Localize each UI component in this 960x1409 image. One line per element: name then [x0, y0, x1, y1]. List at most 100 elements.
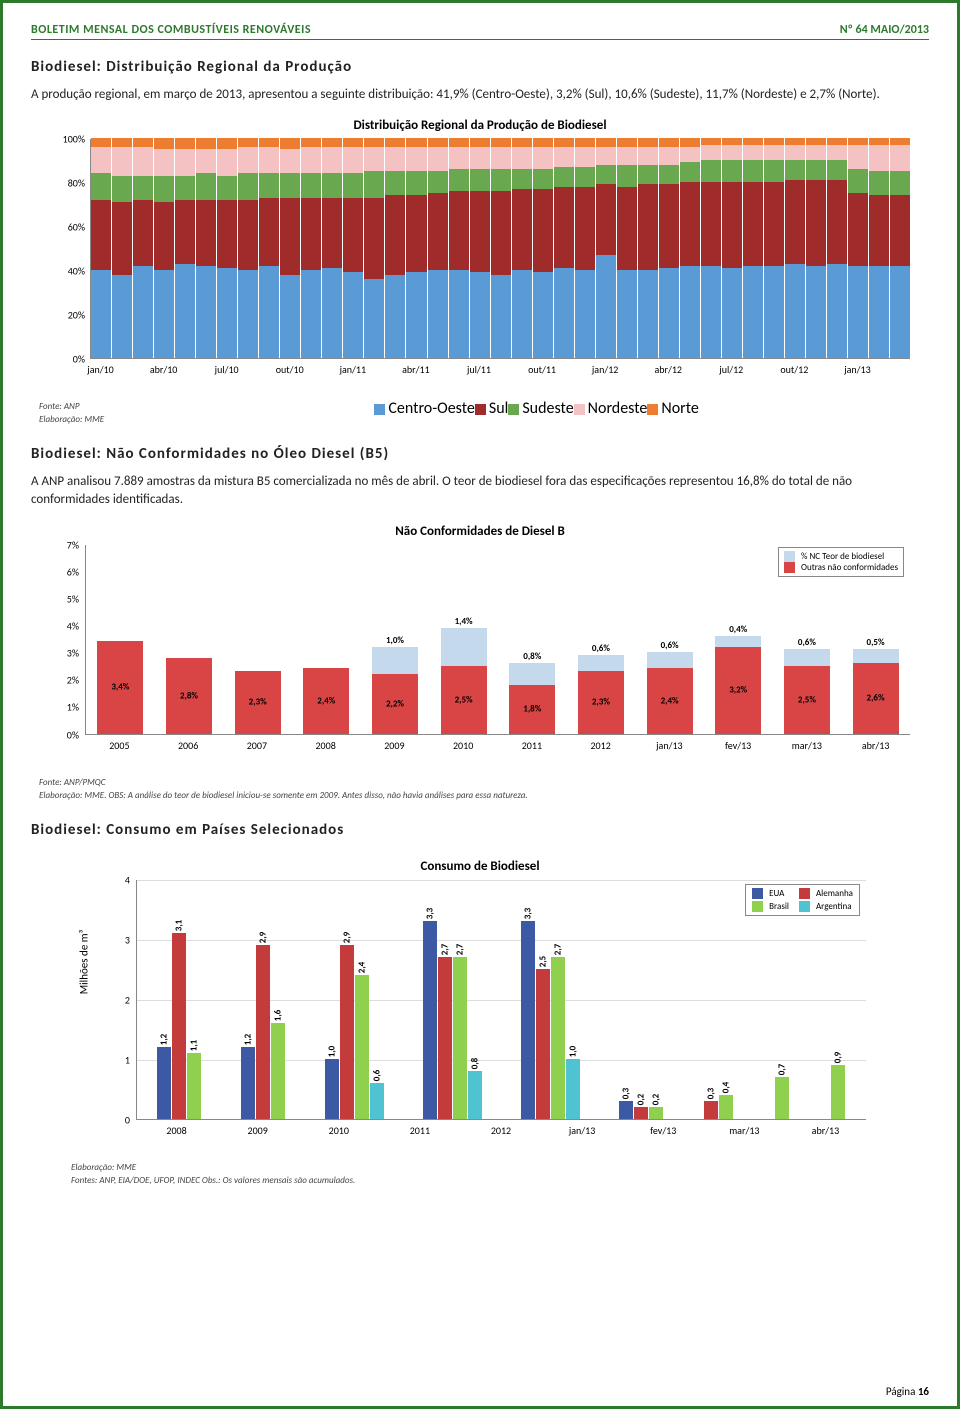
chart1-bar	[491, 138, 511, 358]
chart2-ytick: 7%	[45, 538, 79, 551]
chart1-bar	[764, 138, 784, 358]
chart3-group: 1,02,92,40,6	[325, 945, 384, 1119]
chart1-bar	[112, 138, 132, 358]
chart1-bar	[406, 138, 426, 358]
chart3-legend-item: EUA	[752, 888, 789, 899]
chart1-xlabel: abr/12	[643, 363, 693, 376]
chart1-bar	[385, 138, 405, 358]
chart2-fonte: Fonte: ANP/PMQC	[39, 777, 929, 788]
chart1-bar	[428, 138, 448, 358]
chart3-legend-item: Argentina	[799, 901, 853, 912]
chart1-bar	[259, 138, 279, 358]
chart2-xlabel: 2008	[291, 739, 360, 752]
chart1-bar	[175, 138, 195, 358]
chart2-bar: 2,5%1,4%	[441, 628, 487, 734]
chart1-ytick: 0%	[45, 353, 85, 366]
chart3-group: 0,30,20,2	[619, 1101, 664, 1119]
section2-title: Biodiesel: Não Conformidades no Óleo Die…	[31, 445, 929, 463]
chart1-xlabel: out/12	[769, 363, 819, 376]
chart3-xlabel: abr/13	[785, 1124, 866, 1137]
chart3-fonte: Fontes: ANP, EIA/DOE, UFOP, INDEC Obs.: …	[71, 1175, 929, 1186]
chart1-xlabel: jan/12	[580, 363, 630, 376]
chart2-container: Não Conformidades de Diesel B % NC Teor …	[31, 524, 929, 801]
chart3-xlabel: 2012	[460, 1124, 541, 1137]
chart2-ytick: 5%	[45, 592, 79, 605]
chart1-bar	[638, 138, 658, 358]
chart1-bar	[659, 138, 679, 358]
chart1-xlabel: abr/10	[139, 363, 189, 376]
chart1-bar	[322, 138, 342, 358]
chart2-bar: 2,4%0,6%	[647, 652, 693, 733]
chart1-bar	[575, 138, 595, 358]
chart3-group: 3,32,72,70,8	[423, 921, 482, 1119]
section1-body: A produção regional, em março de 2013, a…	[31, 86, 929, 104]
chart3-group: 1,22,91,6	[241, 945, 286, 1119]
chart1-title: Distribuição Regional da Produção de Bio…	[31, 118, 929, 133]
chart1-ytick: 100%	[45, 133, 85, 146]
chart1: jan/10abr/10jul/10out/10jan/11abr/11jul/…	[45, 139, 915, 399]
chart1-bar	[470, 138, 490, 358]
chart1-elab: Elaboração: MME	[39, 414, 104, 425]
chart3-xlabel: 2011	[379, 1124, 460, 1137]
chart1-bar	[154, 138, 174, 358]
chart3-xlabel: 2008	[136, 1124, 217, 1137]
chart1-bar	[238, 138, 258, 358]
chart1-bar	[869, 138, 889, 358]
chart3: Milhões de m³ EUAAlemanhaBrasilArgentina…	[90, 880, 870, 1160]
chart3-group: 0,30,4	[703, 1095, 734, 1119]
chart3-xlabel: mar/13	[704, 1124, 785, 1137]
section2-body: A ANP analisou 7.889 amostras da mistura…	[31, 473, 929, 509]
chart2-ytick: 3%	[45, 647, 79, 660]
chart3-ytick: 3	[106, 933, 130, 946]
chart2-bar: 2,6%0,5%	[853, 649, 899, 733]
chart3-ytick: 0	[106, 1113, 130, 1126]
chart1-fonte: Fonte: ANP	[39, 401, 104, 412]
chart1-xlabel: jan/11	[328, 363, 378, 376]
chart1-bar	[196, 138, 216, 358]
chart1-bar	[680, 138, 700, 358]
chart3-group: 0,9	[829, 1065, 846, 1119]
chart1-xlabel: abr/11	[391, 363, 441, 376]
chart1-legend-item: Sul	[475, 399, 508, 418]
chart2-xlabel: 2011	[498, 739, 567, 752]
chart1-bar	[133, 138, 153, 358]
chart1-ytick: 80%	[45, 177, 85, 190]
chart1-bar	[533, 138, 553, 358]
chart1-bar	[449, 138, 469, 358]
chart2-xlabel: fev/13	[704, 739, 773, 752]
chart3-xlabel: jan/13	[542, 1124, 623, 1137]
chart1-legend-item: Centro-Oeste	[374, 399, 475, 418]
chart2-legend: % NC Teor de biodiesel Outras não confor…	[778, 547, 904, 577]
chart2-xlabel: 2012	[566, 739, 635, 752]
chart2-ytick: 0%	[45, 728, 79, 741]
chart1-bar	[722, 138, 742, 358]
chart1-xlabel: jul/10	[202, 363, 252, 376]
chart1-bar	[743, 138, 763, 358]
chart3-ytick: 1	[106, 1053, 130, 1066]
chart1-xlabel: jan/13	[832, 363, 882, 376]
chart1-bar	[364, 138, 384, 358]
legend-teor: % NC Teor de biodiesel	[801, 551, 884, 562]
chart3-group: 3,32,52,71,0	[521, 921, 580, 1119]
chart2-ytick: 1%	[45, 701, 79, 714]
chart1-xlabel: jul/12	[706, 363, 756, 376]
chart3-ytick: 2	[106, 993, 130, 1006]
chart3-title: Consumo de Biodiesel	[31, 859, 929, 874]
chart1-xlabel: out/10	[265, 363, 315, 376]
chart2-ytick: 2%	[45, 674, 79, 687]
section3-title: Biodiesel: Consumo em Países Selecionado…	[31, 821, 929, 839]
chart1-legend-item: Norte	[647, 399, 699, 418]
chart1-bar	[806, 138, 826, 358]
page-number: Página 16	[886, 1385, 929, 1398]
chart3-xlabel: fev/13	[623, 1124, 704, 1137]
chart1-bar	[343, 138, 363, 358]
chart2: % NC Teor de biodiesel Outras não confor…	[45, 545, 915, 775]
chart1-ytick: 20%	[45, 309, 85, 322]
legend-outras: Outras não conformidades	[801, 562, 898, 573]
chart2-xlabel: 2007	[223, 739, 292, 752]
chart3-xlabel: 2009	[217, 1124, 298, 1137]
chart3-legend-item: Alemanha	[799, 888, 853, 899]
chart2-bar: 3,2%0,4%	[715, 636, 761, 734]
chart1-bar	[785, 138, 805, 358]
chart1-legend-item: Sudeste	[508, 399, 573, 418]
